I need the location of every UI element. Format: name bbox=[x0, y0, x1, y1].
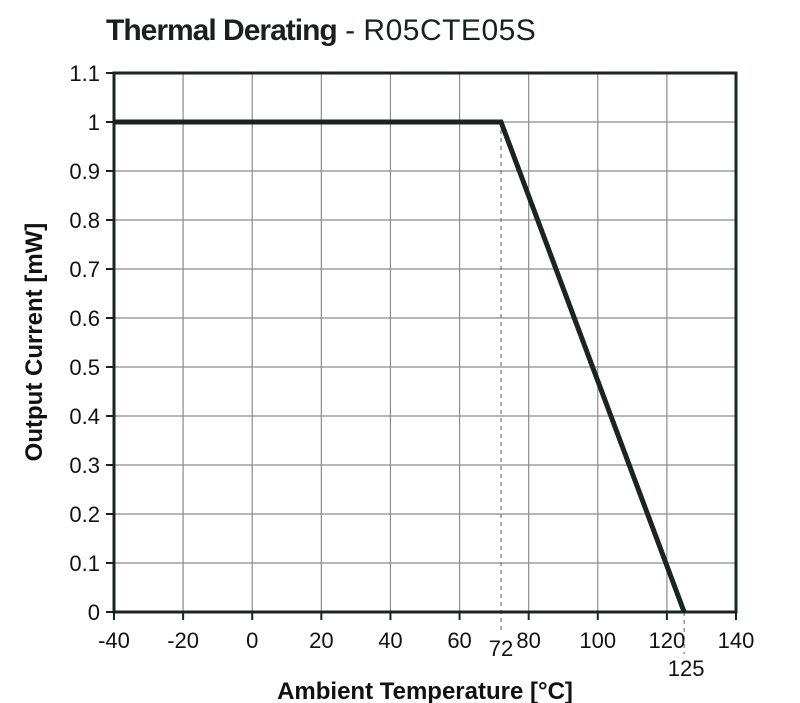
x-tick-label: 60 bbox=[447, 628, 471, 653]
x-tick-label: -20 bbox=[167, 628, 199, 653]
y-tick-label: 0.2 bbox=[69, 502, 100, 527]
y-tick-label: 0.6 bbox=[69, 306, 100, 331]
x-tick-label: 100 bbox=[579, 628, 616, 653]
chart-title: Thermal Derating - R05CTE05S bbox=[106, 14, 536, 48]
y-tick-label: 0.1 bbox=[69, 551, 100, 576]
y-axis-label: Output Current [mW] bbox=[21, 223, 48, 462]
y-tick-labels: 0 0.1 0.2 0.3 0.4 0.5 0.6 0.7 0.8 0.9 1 1.1 bbox=[69, 61, 114, 625]
y-tick-label: 0.8 bbox=[69, 208, 100, 233]
y-tick-label: 1 bbox=[88, 110, 100, 135]
y-tick-label: 0.4 bbox=[69, 404, 100, 429]
chart-subtitle: R05CTE05S bbox=[363, 14, 537, 47]
x-tick-label: 140 bbox=[718, 628, 755, 653]
x-tick-label: -40 bbox=[98, 628, 130, 653]
x-tick-labels: -40 -20 0 20 40 60 80 100 120 140 bbox=[98, 612, 754, 653]
chart-title-main: Thermal Derating bbox=[106, 14, 338, 47]
annotation-labels: 72 125 bbox=[489, 636, 705, 681]
x-tick-label: 80 bbox=[516, 628, 540, 653]
x-tick-label: 40 bbox=[378, 628, 402, 653]
y-tick-label: 0.9 bbox=[69, 159, 100, 184]
grid-lines bbox=[113, 72, 737, 613]
x-tick-label: 0 bbox=[246, 628, 258, 653]
y-tick-label: 0 bbox=[88, 600, 100, 625]
x-tick-label: 120 bbox=[649, 628, 686, 653]
y-tick-label: 0.7 bbox=[69, 257, 100, 282]
plot-frame bbox=[112, 71, 738, 614]
y-tick-label: 0.5 bbox=[69, 355, 100, 380]
y-tick-label: 1.1 bbox=[69, 61, 100, 86]
x-tick-label: 20 bbox=[309, 628, 333, 653]
chart-title-separator: - bbox=[336, 14, 364, 47]
x-axis-label: Ambient Temperature [°C] bbox=[277, 678, 573, 703]
annotation-guides bbox=[500, 122, 685, 654]
annotation-label-125: 125 bbox=[668, 656, 705, 681]
annotation-label-72: 72 bbox=[489, 636, 513, 661]
y-tick-label: 0.3 bbox=[69, 453, 100, 478]
